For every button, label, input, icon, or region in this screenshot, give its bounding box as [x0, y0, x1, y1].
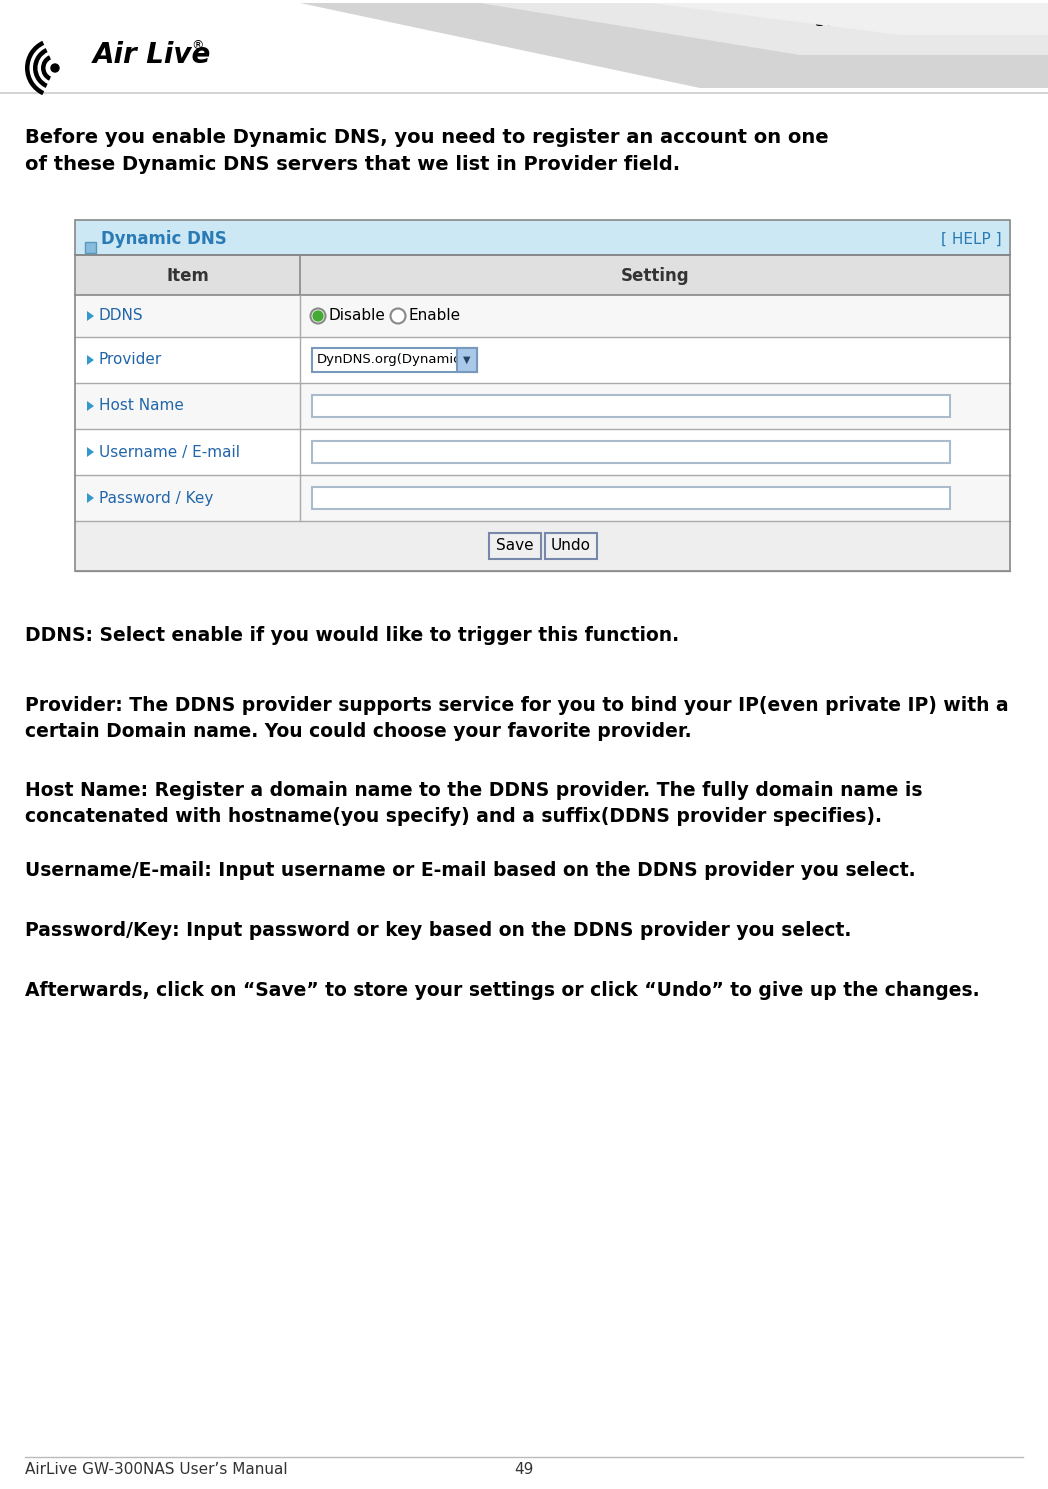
- Bar: [75, 220, 1010, 570]
- Text: Before you enable Dynamic DNS, you need to register an account on one: Before you enable Dynamic DNS, you need …: [25, 128, 829, 147]
- Bar: [312, 395, 949, 417]
- Text: Username / E-mail: Username / E-mail: [99, 445, 240, 460]
- Text: AirLive GW-300NAS User’s Manual: AirLive GW-300NAS User’s Manual: [25, 1462, 287, 1477]
- Polygon shape: [87, 311, 94, 322]
- Text: DynDNS.org(Dynamic): DynDNS.org(Dynamic): [316, 353, 466, 366]
- Bar: [312, 441, 949, 463]
- Text: 3.  Making  Configuration: 3. Making Configuration: [815, 12, 1035, 30]
- Text: DDNS: DDNS: [99, 308, 144, 323]
- Text: Item: Item: [166, 267, 209, 284]
- Bar: [75, 337, 1010, 383]
- Circle shape: [51, 64, 59, 71]
- Wedge shape: [25, 40, 44, 95]
- Wedge shape: [41, 55, 51, 80]
- Polygon shape: [480, 3, 1048, 55]
- Text: Dynamic DNS: Dynamic DNS: [101, 231, 226, 249]
- Text: Setting: Setting: [620, 267, 690, 284]
- Text: [ HELP ]: [ HELP ]: [941, 232, 1002, 247]
- Text: Save: Save: [496, 539, 533, 554]
- Text: 49: 49: [515, 1462, 533, 1477]
- Bar: [75, 383, 1010, 429]
- Text: of these Dynamic DNS servers that we list in Provider field.: of these Dynamic DNS servers that we lis…: [25, 155, 680, 174]
- Bar: [457, 348, 477, 372]
- Polygon shape: [87, 401, 94, 411]
- Bar: [75, 475, 1010, 521]
- Bar: [75, 255, 1010, 295]
- Polygon shape: [650, 3, 1048, 36]
- Bar: [75, 429, 1010, 475]
- Bar: [312, 348, 477, 372]
- Wedge shape: [32, 48, 47, 88]
- Bar: [545, 533, 596, 558]
- Text: ®: ®: [191, 40, 203, 52]
- Circle shape: [310, 308, 326, 323]
- Text: Undo: Undo: [550, 539, 590, 554]
- Bar: [75, 521, 1010, 570]
- Polygon shape: [300, 3, 1048, 88]
- Text: Host Name: Host Name: [99, 399, 183, 414]
- Text: Provider: The DDNS provider supports service for you to bind your IP(even privat: Provider: The DDNS provider supports ser…: [25, 695, 1008, 740]
- Text: Username/E-mail: Input username or E-mail based on the DDNS provider you select.: Username/E-mail: Input username or E-mai…: [25, 861, 916, 880]
- Polygon shape: [87, 493, 94, 503]
- Text: ▼: ▼: [463, 354, 471, 365]
- Text: Host Name: Register a domain name to the DDNS provider. The fully domain name is: Host Name: Register a domain name to the…: [25, 782, 922, 826]
- Bar: [75, 295, 1010, 337]
- Text: Afterwards, click on “Save” to store your settings or click “Undo” to give up th: Afterwards, click on “Save” to store you…: [25, 981, 980, 1001]
- Circle shape: [391, 308, 406, 323]
- Polygon shape: [87, 447, 94, 457]
- Text: Enable: Enable: [409, 308, 461, 323]
- Text: Password / Key: Password / Key: [99, 490, 214, 505]
- Text: Air Live: Air Live: [93, 42, 212, 68]
- Bar: [312, 487, 949, 509]
- Text: Password/Key: Input password or key based on the DDNS provider you select.: Password/Key: Input password or key base…: [25, 922, 851, 940]
- Bar: [75, 220, 1010, 255]
- Text: Disable: Disable: [329, 308, 386, 323]
- Bar: [488, 533, 541, 558]
- Circle shape: [313, 311, 323, 322]
- Text: DDNS: Select enable if you would like to trigger this function.: DDNS: Select enable if you would like to…: [25, 625, 679, 645]
- Bar: [85, 243, 96, 253]
- Text: Provider: Provider: [99, 353, 162, 368]
- Polygon shape: [87, 354, 94, 365]
